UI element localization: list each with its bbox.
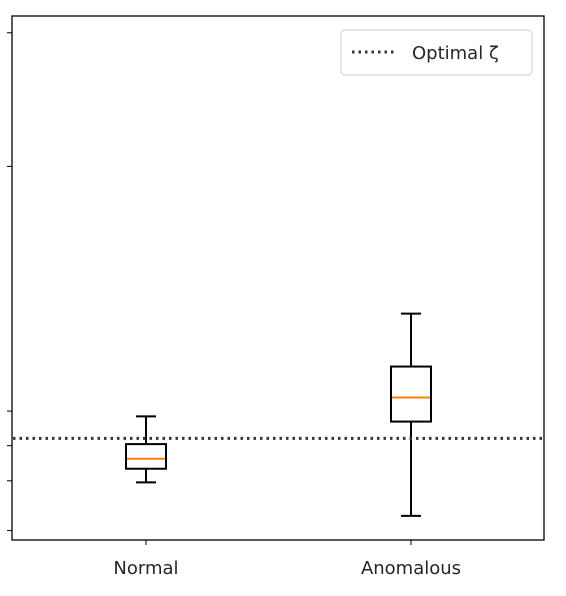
boxplots [125, 312, 432, 517]
normal-box [125, 443, 167, 470]
y-ticks [7, 32, 12, 532]
x-tick-labels: Normal Anomalous [113, 540, 461, 579]
legend-box [340, 29, 533, 76]
x-tick-label-anomalous: Anomalous [361, 558, 461, 579]
anomalous-box [390, 365, 432, 423]
legend-label: Optimal ζ [412, 43, 499, 64]
legend: Optimal ζ [340, 29, 533, 76]
x-tick-label-normal: Normal [113, 558, 178, 579]
plot-area-frame [11, 15, 545, 541]
